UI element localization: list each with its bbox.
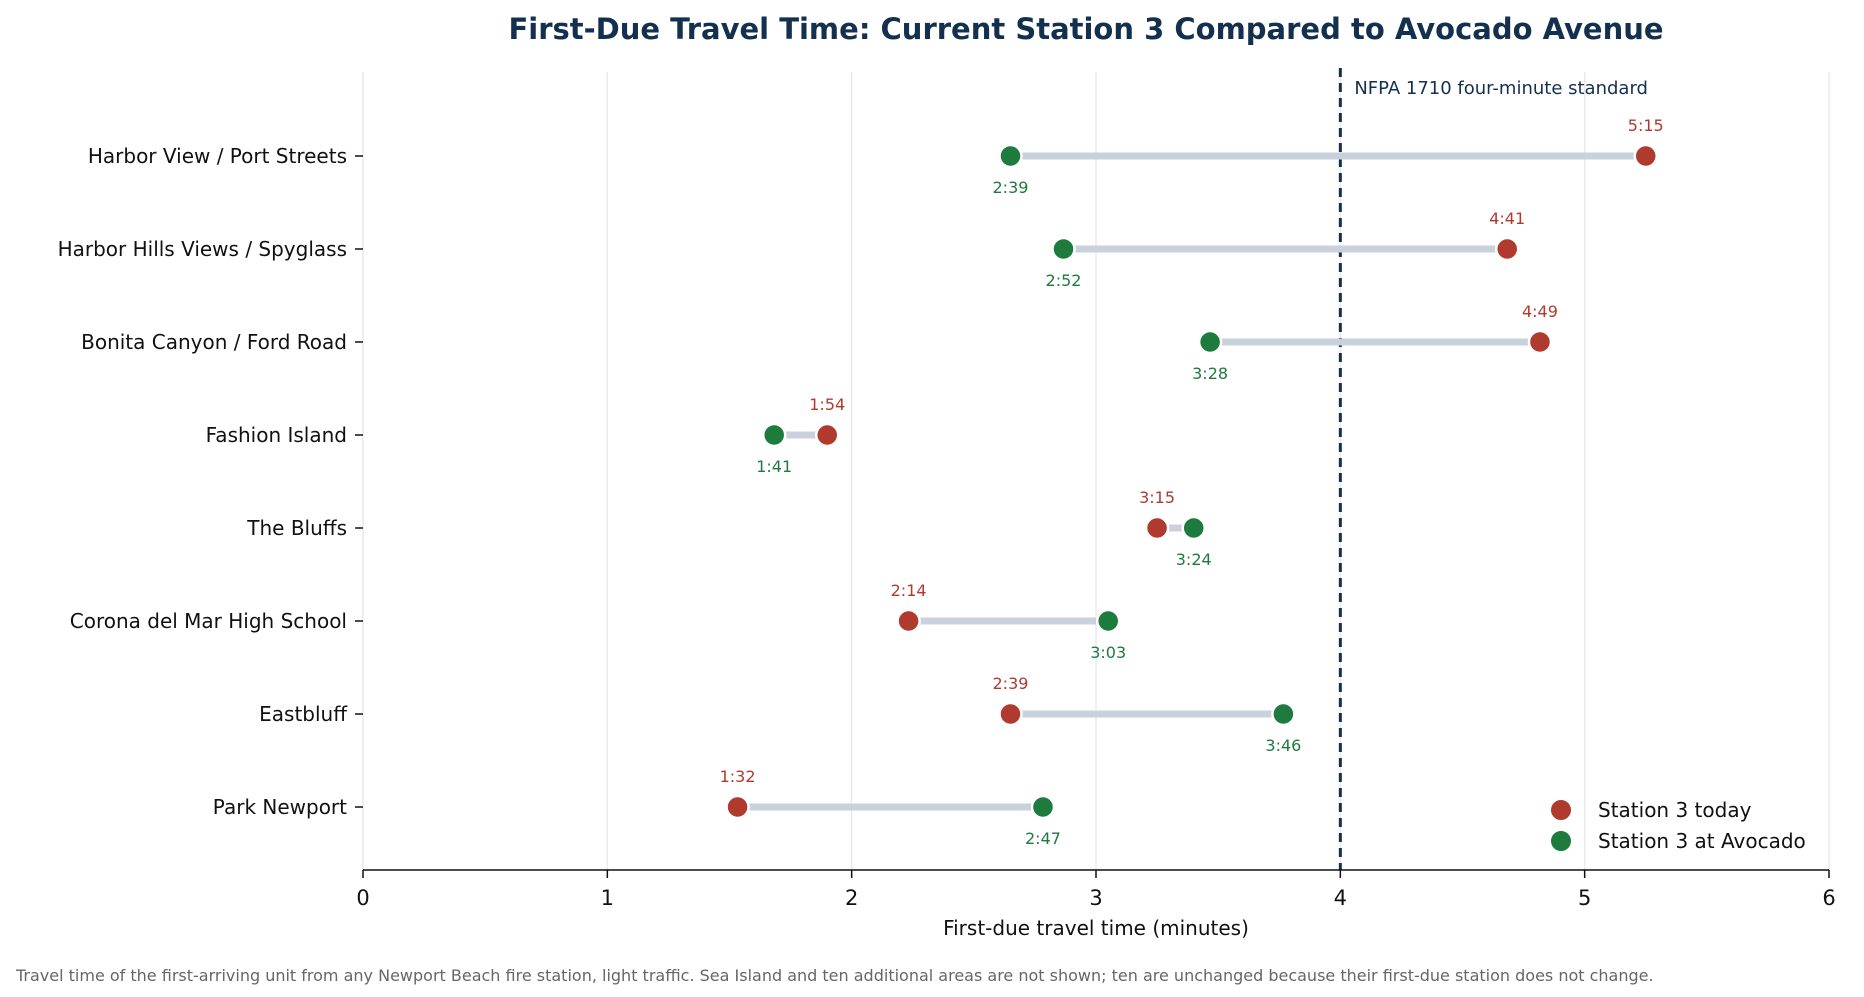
x-tick-label: 0 — [356, 886, 369, 910]
point-station-3-at-avocado — [761, 422, 787, 448]
point-station-3-at-avocado — [1271, 701, 1296, 727]
point-station-3-today — [814, 422, 840, 448]
category-label: Eastbluff — [259, 702, 348, 726]
point-station-3-today — [1633, 143, 1658, 169]
category-label: Harbor Hills Views / Spyglass — [58, 237, 347, 261]
category-label: The Bluffs — [246, 516, 347, 540]
point-station-3-at-avocado — [1181, 515, 1206, 541]
value-label: 2:14 — [891, 581, 927, 600]
point-station-3-at-avocado — [1051, 236, 1076, 262]
category-label: Park Newport — [213, 795, 347, 819]
point-station-3-today — [896, 608, 921, 634]
data-points — [725, 143, 1658, 820]
value-labels: 5:15 4:41 4:49 1:54 3:15 2:14 2:39 1:32 2:39 2:52… — [720, 116, 1664, 848]
chart-title: First-Due Travel Time: Current Station 3… — [508, 12, 1663, 46]
value-label: 1:41 — [756, 457, 792, 476]
value-label: 2:39 — [993, 178, 1029, 197]
legend-marker — [1549, 798, 1573, 822]
value-label: 2:47 — [1025, 829, 1061, 848]
value-label: 3:15 — [1139, 488, 1175, 507]
point-station-3-at-avocado — [1095, 608, 1121, 634]
axes: 0 1 2 3 4 5 6 Harbor View / Port Streets Harbor … — [58, 72, 1836, 910]
point-station-3-at-avocado — [1030, 794, 1056, 820]
legend-marker — [1549, 829, 1573, 853]
x-tick-label: 3 — [1089, 886, 1102, 910]
category-label: Bonita Canyon / Ford Road — [81, 330, 347, 354]
value-label: 3:24 — [1176, 550, 1212, 569]
reference-line-group: NFPA 1710 four-minute standard — [1338, 68, 1648, 870]
point-station-3-today — [1527, 329, 1553, 355]
point-station-3-today — [725, 794, 750, 820]
legend: Station 3 today Station 3 at Avocado — [1549, 798, 1806, 853]
point-station-3-today — [998, 701, 1023, 727]
value-label: 3:28 — [1192, 364, 1228, 383]
point-station-3-at-avocado — [998, 143, 1023, 169]
value-label: 5:15 — [1628, 116, 1664, 135]
x-tick-label: 5 — [1578, 886, 1591, 910]
value-label: 1:32 — [720, 767, 756, 786]
value-label: 2:39 — [993, 674, 1029, 693]
point-station-3-at-avocado — [1197, 329, 1223, 355]
value-label: 1:54 — [809, 395, 845, 414]
reference-line-label: NFPA 1710 four-minute standard — [1354, 78, 1648, 99]
value-label: 2:52 — [1046, 271, 1082, 290]
category-label: Fashion Island — [206, 423, 347, 447]
x-tick-label: 2 — [845, 886, 858, 910]
point-station-3-today — [1144, 515, 1170, 541]
legend-label: Station 3 today — [1598, 798, 1752, 822]
value-label: 4:49 — [1522, 302, 1558, 321]
category-label: Harbor View / Port Streets — [88, 144, 347, 168]
x-axis-label: First-due travel time (minutes) — [943, 916, 1249, 940]
x-tick-label: 1 — [601, 886, 614, 910]
value-label: 3:03 — [1090, 643, 1126, 662]
grid-lines — [362, 72, 1830, 870]
category-label: Corona del Mar High School — [70, 609, 347, 633]
point-station-3-today — [1494, 236, 1520, 262]
footnote: Travel time of the first-arriving unit f… — [15, 966, 1654, 985]
value-label: 4:41 — [1489, 209, 1525, 228]
x-tick-label: 4 — [1334, 886, 1347, 910]
value-label: 3:46 — [1265, 736, 1301, 755]
x-tick-label: 6 — [1822, 886, 1835, 910]
legend-label: Station 3 at Avocado — [1598, 829, 1806, 853]
